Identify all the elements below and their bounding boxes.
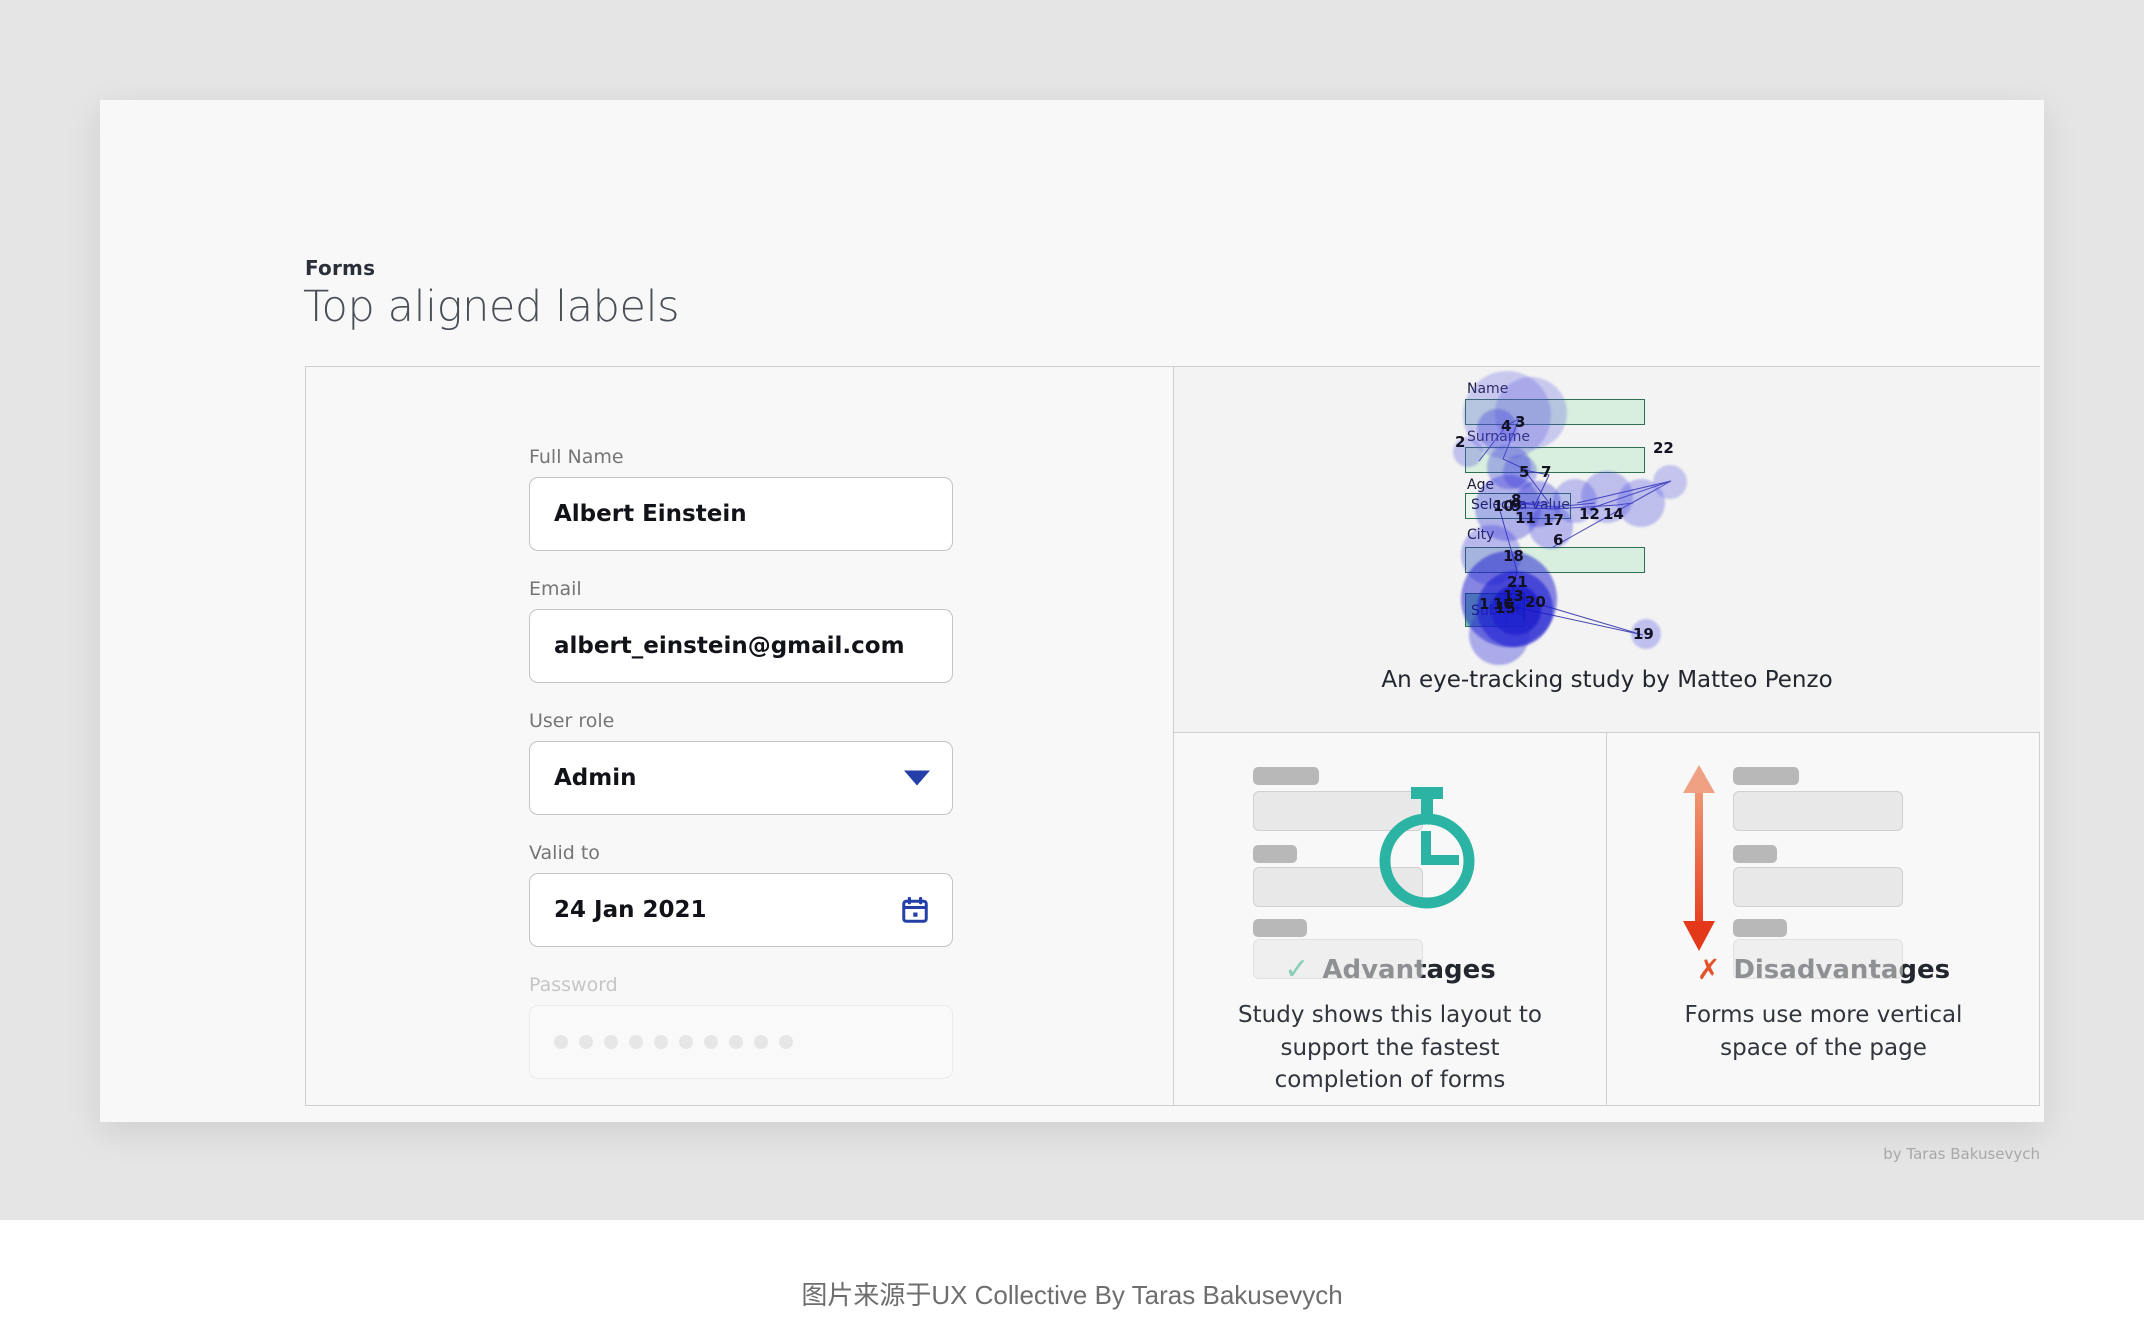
input-password[interactable] <box>529 1005 953 1079</box>
gaze-input-surname <box>1465 447 1645 473</box>
eye-study-caption: An eye-tracking study by Matteo Penzo <box>1381 667 1833 693</box>
field-user-role: User role Admin <box>529 710 953 815</box>
chevron-down-icon[interactable] <box>904 770 930 786</box>
form-column: Full Name Albert Einstein Email albert_e… <box>529 446 953 1106</box>
disadvantages-panel: ✗ Disadvantages Forms use more vertical … <box>1607 733 2040 1106</box>
author-credit: by Taras Bakusevych <box>1883 1145 2040 1163</box>
select-user-role[interactable]: Admin <box>529 741 953 815</box>
value-full-name: Albert Einstein <box>554 501 747 527</box>
breadcrumb-forms: Forms <box>305 256 376 280</box>
calendar-icon[interactable] <box>900 895 930 925</box>
field-full-name: Full Name Albert Einstein <box>529 446 953 551</box>
label-full-name: Full Name <box>529 446 624 468</box>
field-valid-to: Valid to 24 Jan 2021 <box>529 842 953 947</box>
gaze-input-name <box>1465 399 1645 425</box>
advantages-illustration <box>1245 761 1535 979</box>
content-card <box>305 366 2040 1106</box>
page-title: Top aligned labels <box>303 282 680 332</box>
gaze-plot: Name Surname Age Select a value City Sub… <box>1453 371 1757 665</box>
vertical-double-arrow-icon <box>1682 765 1715 951</box>
field-email: Email albert_einstein@gmail.com <box>529 578 953 683</box>
source-note: 图片来源于UX Collective By Taras Bakusevych <box>801 1280 1343 1310</box>
gaze-label-name: Name <box>1467 381 1509 397</box>
label-password: Password <box>529 974 618 996</box>
gaze-scanpath <box>1478 417 1672 636</box>
stopwatch-icon <box>1379 787 1475 909</box>
input-valid-to[interactable]: 24 Jan 2021 <box>529 873 953 947</box>
card-horizontal-divider <box>1173 732 2040 733</box>
form-preview-area: Full Name Albert Einstein Email albert_e… <box>305 366 1173 1106</box>
gaze-label-surname: Surname <box>1467 429 1530 445</box>
value-user-role: Admin <box>554 765 637 791</box>
advantages-body: Study shows this layout to support the f… <box>1238 1002 1542 1094</box>
disadvantages-body: Forms use more vertical space of the pag… <box>1684 1002 1963 1061</box>
password-masked-dots <box>554 1035 793 1049</box>
field-password: Password <box>529 974 953 1079</box>
slide-canvas: Forms Top aligned labels Full Name Alber… <box>100 100 2044 1163</box>
disadvantages-illustration <box>1679 761 1969 979</box>
cross-icon: ✗ <box>1696 953 1721 986</box>
eye-tracking-panel: Name Surname Age Select a value City Sub… <box>1174 367 2040 732</box>
card-vertical-divider <box>1173 366 1174 1106</box>
panels-vertical-divider <box>1606 733 1607 1106</box>
label-valid-to: Valid to <box>529 842 600 864</box>
label-email: Email <box>529 578 582 600</box>
input-full-name[interactable]: Albert Einstein <box>529 477 953 551</box>
input-email[interactable]: albert_einstein@gmail.com <box>529 609 953 683</box>
gaze-input-age <box>1465 493 1571 519</box>
gaze-label-city: City <box>1467 527 1495 543</box>
label-user-role: User role <box>529 710 615 732</box>
value-email: albert_einstein@gmail.com <box>554 633 905 659</box>
advantages-panel: ✓ Advantages Study shows this layout to … <box>1174 733 1606 1106</box>
gaze-label-age: Age <box>1467 477 1495 493</box>
value-valid-to: 24 Jan 2021 <box>554 897 707 923</box>
